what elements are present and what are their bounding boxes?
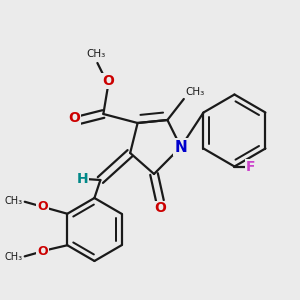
Text: H: H [77,172,88,186]
Text: O: O [102,74,114,88]
Text: CH₃: CH₃ [4,196,22,206]
Text: O: O [37,245,48,258]
Text: N: N [175,140,187,154]
Text: O: O [37,200,48,213]
Text: F: F [246,160,256,173]
Text: CH₃: CH₃ [86,50,106,59]
Text: O: O [154,202,166,215]
Text: O: O [68,112,80,125]
Text: CH₃: CH₃ [4,252,22,262]
Text: CH₃: CH₃ [185,87,205,97]
